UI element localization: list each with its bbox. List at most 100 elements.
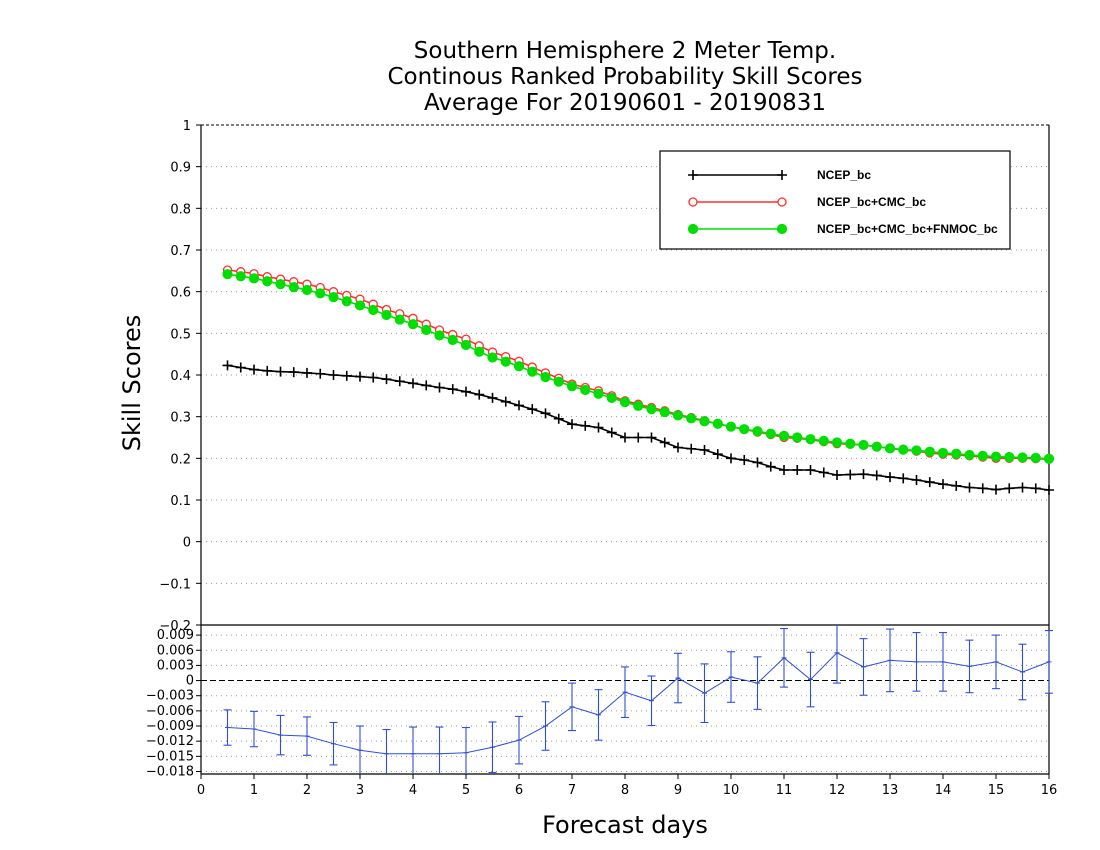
- y-tick-label: 0.6: [170, 286, 191, 301]
- data-point: [726, 453, 736, 464]
- y-tick-label: −0.1: [159, 577, 191, 592]
- data-point: [725, 421, 737, 432]
- x-tick-label: 8: [621, 783, 629, 798]
- error-bar: [488, 721, 497, 774]
- data-point: [315, 288, 326, 299]
- data-point: [686, 413, 697, 424]
- data-point: [977, 483, 988, 494]
- data-point: [381, 309, 392, 321]
- error-bar: [462, 726, 470, 774]
- diff-y-tick-label: 0.003: [157, 658, 194, 673]
- error-bar: [1045, 630, 1053, 694]
- data-point: [845, 469, 856, 480]
- data-point: [871, 470, 882, 481]
- top-panel-grid: [201, 124, 1049, 584]
- data-point: [434, 330, 445, 341]
- error-bar: [223, 709, 232, 746]
- data-point: [394, 314, 405, 325]
- data-point: [924, 446, 935, 457]
- x-tick-label: 10: [723, 783, 740, 798]
- data-point: [553, 376, 564, 387]
- data-point: [845, 438, 856, 449]
- data-point: [672, 410, 684, 421]
- legend-marker: [688, 197, 698, 207]
- difference-point: [384, 751, 389, 757]
- data-point: [898, 444, 909, 455]
- legend-marker: [777, 170, 787, 180]
- error-bar: [356, 725, 364, 774]
- data-point: [328, 370, 339, 380]
- legend-entry: NCEP_bc+CMC_bc+FNMOC_bc: [687, 222, 998, 236]
- x-tick-label: 12: [829, 783, 846, 798]
- data-point: [990, 451, 1002, 462]
- data-point: [620, 432, 630, 443]
- difference-point: [702, 690, 707, 696]
- diff-y-tick-label: −0.009: [146, 719, 194, 734]
- data-point: [765, 428, 776, 439]
- data-point: [500, 396, 511, 407]
- series-line: [227, 364, 1050, 491]
- difference-point: [728, 674, 734, 680]
- data-point: [328, 291, 339, 303]
- data-point: [659, 437, 670, 448]
- data-point: [368, 372, 379, 383]
- legend-marker: [687, 223, 699, 235]
- y-tick-label: 1: [183, 119, 191, 134]
- diff-y-tick-label: 0.009: [157, 628, 194, 643]
- difference-point: [834, 650, 840, 656]
- x-tick-label: 9: [674, 783, 682, 798]
- data-point: [421, 380, 432, 391]
- data-point: [567, 419, 577, 430]
- error-bar: [435, 726, 444, 774]
- x-tick-label: 7: [568, 783, 576, 798]
- difference-point: [331, 741, 336, 747]
- error-bar: [250, 710, 258, 748]
- data-point: [792, 432, 803, 443]
- data-point: [924, 477, 935, 488]
- x-tick-label: 16: [1041, 783, 1058, 798]
- data-point: [354, 300, 366, 311]
- data-point: [606, 392, 617, 404]
- data-point: [341, 296, 352, 307]
- data-point: [461, 386, 471, 397]
- data-point: [858, 439, 869, 451]
- error-bar: [833, 625, 841, 684]
- data-point: [712, 449, 723, 460]
- x-tick-label: 3: [356, 783, 364, 798]
- data-point: [633, 432, 644, 443]
- y-tick-label: 0.4: [170, 369, 191, 384]
- data-point: [752, 426, 763, 437]
- difference-point: [569, 704, 575, 710]
- data-point: [315, 368, 326, 379]
- data-point: [818, 435, 829, 446]
- data-point: [991, 484, 1001, 495]
- data-point: [832, 470, 842, 480]
- data-point: [580, 384, 591, 396]
- data-point: [248, 273, 260, 284]
- legend-marker: [777, 197, 787, 207]
- data-point: [951, 448, 962, 459]
- data-point: [951, 480, 962, 491]
- error-bar: [727, 651, 735, 703]
- difference-series: [223, 625, 1053, 774]
- data-point: [434, 382, 445, 393]
- difference-point: [543, 723, 548, 729]
- x-tick-label: 5: [462, 783, 470, 798]
- error-bar: [1018, 643, 1027, 701]
- data-point: [580, 420, 591, 431]
- y-tick-label: 0.5: [170, 327, 191, 342]
- data-point: [1043, 453, 1055, 464]
- data-point: [301, 284, 313, 296]
- error-bar: [329, 721, 338, 766]
- data-point: [408, 378, 418, 389]
- difference-point: [490, 744, 495, 750]
- data-point: [593, 422, 604, 433]
- data-point: [964, 449, 975, 461]
- difference-point: [357, 747, 363, 753]
- difference-point: [1046, 659, 1052, 665]
- difference-line: [227, 652, 1050, 755]
- legend: NCEP_bc NCEP_bc+CMC_bc NCEP_bc+CMC_bc+FNMO…: [659, 150, 1011, 250]
- diff-y-tick-label: −0.003: [146, 689, 194, 704]
- legend-marker: [776, 223, 788, 235]
- data-point: [487, 352, 498, 363]
